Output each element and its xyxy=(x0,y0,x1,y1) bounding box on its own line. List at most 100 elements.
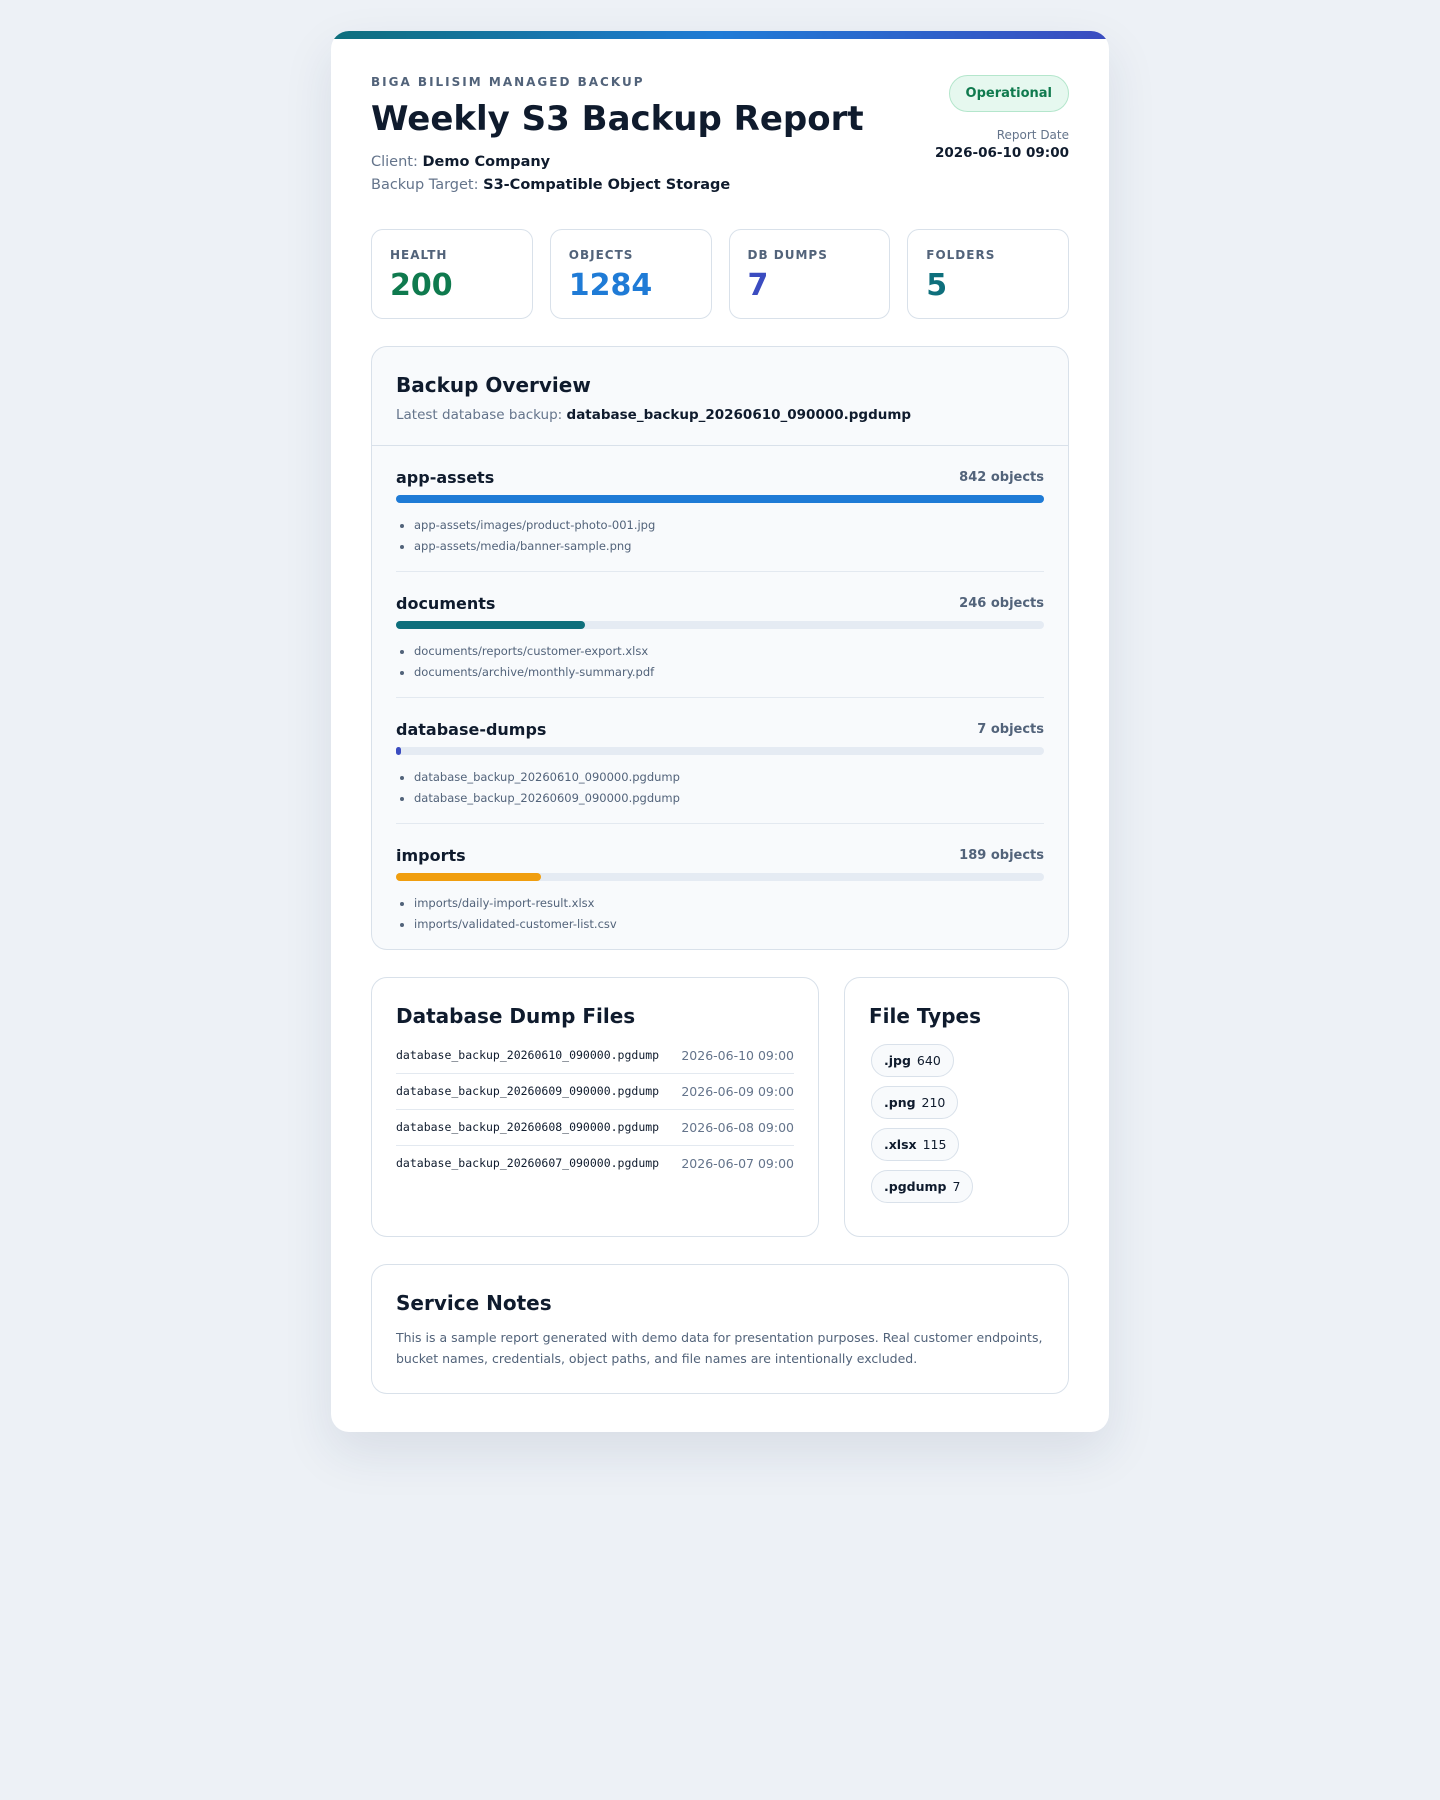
file-item: app-assets/media/banner-sample.png xyxy=(414,536,1044,557)
stat-label: HEALTH xyxy=(390,248,448,262)
type-count: 115 xyxy=(922,1137,947,1152)
folder-row: imports 189 objects xyxy=(396,846,1044,865)
folder-count: 842 objects xyxy=(959,470,1044,485)
overview: Backup Overview Latest database backup: … xyxy=(371,346,1069,950)
count-value: 842 xyxy=(959,470,987,485)
stat-label: DB DUMPS xyxy=(747,248,828,262)
client: Client: Demo Company xyxy=(371,151,864,174)
folders: app-assets 842 objects app-assets/images/p… xyxy=(372,446,1068,949)
type-ext: .pgdump xyxy=(884,1179,947,1194)
dumps: Database Dump Files database_backup_2026… xyxy=(371,977,819,1237)
status-badge: Operational xyxy=(948,75,1069,112)
count-unit: objects xyxy=(990,596,1044,611)
eyebrow: BIGA BILISIM MANAGED BACKUP xyxy=(371,75,645,89)
stat-value: 200 xyxy=(390,268,453,303)
dump-date: 2026-06-07 09:00 xyxy=(681,1156,794,1171)
dump-date: 2026-06-10 09:00 xyxy=(681,1048,794,1063)
type-count: 640 xyxy=(916,1053,941,1068)
notes-text: This is a sample report generated with d… xyxy=(396,1330,1043,1366)
folder-count: 7 objects xyxy=(977,722,1044,737)
dump-row: database_backup_20260610_090000.pgdump 20… xyxy=(396,1038,794,1074)
bar-track xyxy=(396,873,1044,881)
folder-row: database-dumps 7 objects xyxy=(396,720,1044,739)
file-item: imports/validated-customer-list.csv xyxy=(414,914,1044,935)
overview-title: Backup Overview xyxy=(396,373,591,397)
count-unit: objects xyxy=(990,470,1044,485)
dump-name: database_backup_20260609_090000.pgdump xyxy=(396,1084,660,1098)
count-value: 189 xyxy=(959,848,987,863)
bar xyxy=(396,495,1044,503)
client-value: Demo Company xyxy=(422,154,551,170)
type-chip: .pgdump 7 xyxy=(871,1170,974,1203)
stat-label: OBJECTS xyxy=(568,248,634,262)
latest-value: database_backup_20260610_090000.pgdump xyxy=(566,407,912,423)
client-label: Client: xyxy=(371,154,418,170)
chips: .jpg 640 .png 210 .xlsx 115 .pgdump 7 xyxy=(869,1044,1044,1212)
file-list: app-assets/images/product-photo-001.jpga… xyxy=(396,515,1044,557)
stat-value: 1284 xyxy=(568,268,653,303)
dump-date: 2026-06-08 09:00 xyxy=(681,1120,794,1135)
stat-card: HEALTH 200 xyxy=(371,229,533,319)
folder-name: documents xyxy=(396,594,496,613)
target: Backup Target: S3-Compatible Object Stor… xyxy=(371,174,864,197)
type-count: 7 xyxy=(952,1179,961,1194)
dump-name: database_backup_20260607_090000.pgdump xyxy=(396,1156,660,1170)
file-item: imports/daily-import-result.xlsx xyxy=(414,893,1044,914)
file-types: File Types .jpg 640 .png 210 .xlsx 115 .pgd… xyxy=(844,977,1069,1237)
file-list: imports/daily-import-result.xlsximports/… xyxy=(396,893,1044,935)
folder: app-assets 842 objects app-assets/images/p… xyxy=(396,446,1044,572)
type-ext: .xlsx xyxy=(884,1137,917,1152)
folder: imports 189 objects imports/daily-import-r… xyxy=(396,824,1044,949)
dump-name: database_backup_20260610_090000.pgdump xyxy=(396,1048,660,1062)
count-unit: objects xyxy=(990,848,1044,863)
file-item: database_backup_20260609_090000.pgdump xyxy=(414,788,1044,809)
dump-row: database_backup_20260608_090000.pgdump 20… xyxy=(396,1110,794,1146)
type-chip: .jpg 640 xyxy=(871,1044,954,1077)
folder-count: 189 objects xyxy=(959,848,1044,863)
accent-bar xyxy=(331,31,1109,39)
dump-name: database_backup_20260608_090000.pgdump xyxy=(396,1120,660,1134)
type-ext: .jpg xyxy=(884,1053,911,1068)
file-item: app-assets/images/product-photo-001.jpg xyxy=(414,515,1044,536)
stat-card: OBJECTS 1284 xyxy=(549,229,712,319)
type-count: 210 xyxy=(921,1095,946,1110)
stat-value: 5 xyxy=(926,268,948,303)
type-ext: .png xyxy=(884,1095,916,1110)
stat-card: FOLDERS 5 xyxy=(907,229,1069,319)
folder-count: 246 objects xyxy=(959,596,1044,611)
count-unit: objects xyxy=(990,722,1044,737)
bar-track xyxy=(396,621,1044,629)
type-chip: .png 210 xyxy=(871,1086,959,1119)
bar-track xyxy=(396,747,1044,755)
report-card: BIGA BILISIM MANAGED BACKUP Weekly S3 Ba… xyxy=(331,31,1109,1432)
dumps-title: Database Dump Files xyxy=(396,1004,636,1028)
folder-row: app-assets 842 objects xyxy=(396,468,1044,487)
row: Database Dump Files database_backup_2026… xyxy=(371,950,1069,1237)
stat-label: FOLDERS xyxy=(926,248,996,262)
count-value: 7 xyxy=(977,722,987,737)
bar-track xyxy=(396,495,1044,503)
target-value: S3-Compatible Object Storage xyxy=(483,177,731,193)
bar xyxy=(396,747,402,755)
overview-header: Backup Overview Latest database backup: … xyxy=(372,347,1068,446)
latest-label: Latest database backup: xyxy=(396,407,563,423)
header-left: BIGA BILISIM MANAGED BACKUP Weekly S3 Ba… xyxy=(371,75,864,197)
dump-date: 2026-06-09 09:00 xyxy=(681,1084,794,1099)
dump-row: database_backup_20260607_090000.pgdump 20… xyxy=(396,1146,794,1181)
file-list: documents/reports/customer-export.xlsxdo… xyxy=(396,641,1044,683)
folder-name: imports xyxy=(396,846,466,865)
folder-row: documents 246 objects xyxy=(396,594,1044,613)
file-item: documents/archive/monthly-summary.pdf xyxy=(414,662,1044,683)
date-label: Report Date xyxy=(996,128,1069,142)
file-list: database_backup_20260610_090000.pgdumpda… xyxy=(396,767,1044,809)
notes: Service Notes This is a sample report ge… xyxy=(371,1264,1069,1394)
file-item: database_backup_20260610_090000.pgdump xyxy=(414,767,1044,788)
latest: Latest database backup: database_backup_… xyxy=(396,407,1044,423)
date-value: 2026-06-10 09:00 xyxy=(934,145,1069,161)
file-item: documents/reports/customer-export.xlsx xyxy=(414,641,1044,662)
title: Weekly S3 Backup Report xyxy=(371,99,864,139)
header: BIGA BILISIM MANAGED BACKUP Weekly S3 Ba… xyxy=(371,39,1069,197)
header-right: Operational Report Date 2026-06-10 09:00 xyxy=(935,75,1069,197)
types-title: File Types xyxy=(869,1004,981,1028)
